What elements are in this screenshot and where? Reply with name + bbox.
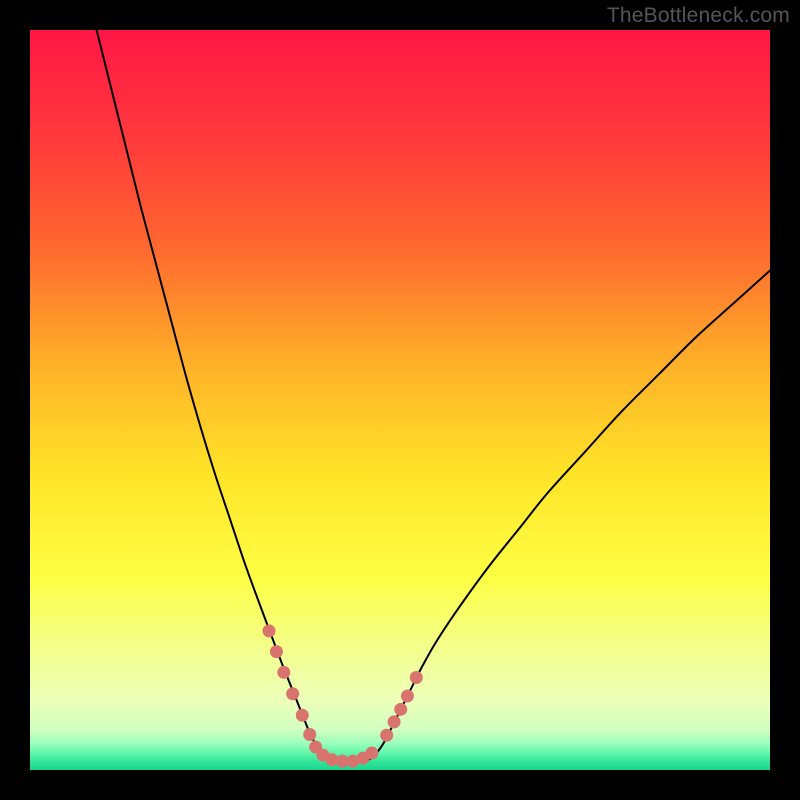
marker-point [365, 746, 378, 759]
marker-point [380, 729, 393, 742]
marker-point [286, 687, 299, 700]
marker-point [401, 690, 414, 703]
chart-container: TheBottleneck.com [0, 0, 800, 800]
bottleneck-chart [0, 0, 800, 800]
marker-point [303, 728, 316, 741]
marker-point [410, 671, 423, 684]
marker-point [296, 709, 309, 722]
marker-point [263, 624, 276, 637]
marker-point [277, 666, 290, 679]
marker-point [270, 645, 283, 658]
marker-point [394, 703, 407, 716]
marker-point [388, 715, 401, 728]
watermark-text: TheBottleneck.com [607, 4, 790, 28]
plot-background [30, 30, 770, 770]
